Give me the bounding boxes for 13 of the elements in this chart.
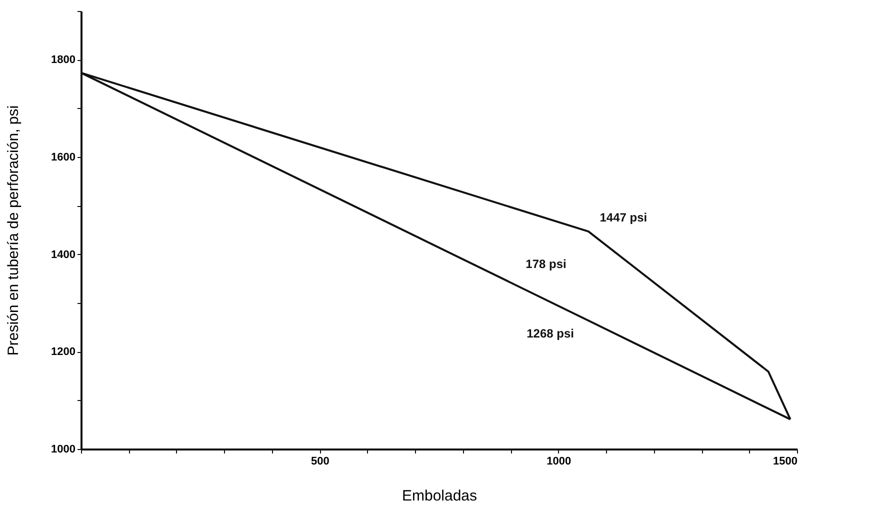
annotation: 1447 psi	[600, 210, 648, 224]
x-tick-label: 1500	[773, 456, 798, 468]
x-tick-label: 1000	[546, 456, 572, 468]
y-tick-label: 1800	[51, 54, 76, 66]
y-tick-label: 1400	[51, 248, 76, 261]
x-tick-label: 500	[310, 456, 330, 468]
y-tick-label: 1000	[51, 444, 76, 456]
annotation: 1268 psi	[526, 326, 574, 340]
y-axis-title: Presión en tubería de perforación, psi	[5, 105, 22, 356]
y-tick-label: 1600	[51, 152, 76, 164]
annotation: 178 psi	[526, 257, 566, 271]
x-axis-title: Emboladas	[402, 488, 478, 504]
y-tick-label: 1200	[51, 346, 76, 358]
